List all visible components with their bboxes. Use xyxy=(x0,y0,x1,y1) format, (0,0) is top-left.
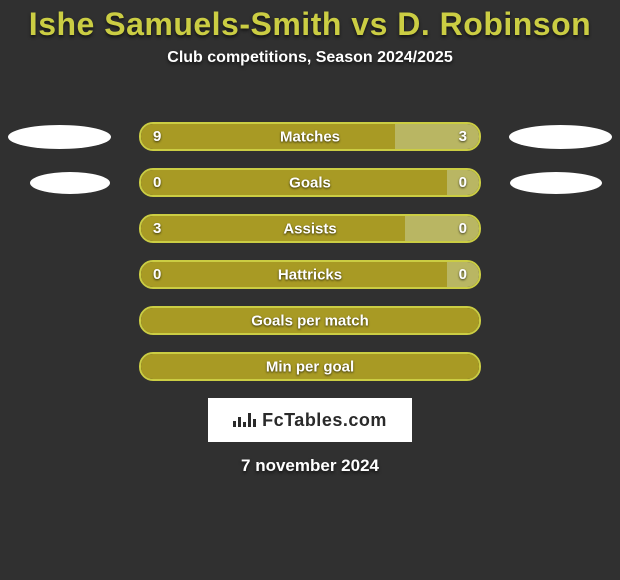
stat-value-left: 0 xyxy=(141,174,173,191)
stat-value-right: 0 xyxy=(447,266,479,283)
stat-bar-right: 0 xyxy=(405,216,479,241)
stat-row: 00Hattricks xyxy=(0,260,620,306)
stat-bar: Goals per match xyxy=(139,306,481,335)
right-player-marker xyxy=(509,125,612,149)
stat-value-right: 0 xyxy=(447,174,479,191)
stat-row: Goals per match xyxy=(0,306,620,352)
stat-bar: 00Goals xyxy=(139,168,481,197)
stat-value-right: 3 xyxy=(447,128,479,145)
date-label: 7 november 2024 xyxy=(0,456,620,476)
stat-value-left: 0 xyxy=(141,266,173,283)
stat-bar-right: 3 xyxy=(395,124,480,149)
stat-value-left: 9 xyxy=(141,128,173,145)
stat-bar-left: 0 xyxy=(141,262,447,287)
stat-bar-left: 9 xyxy=(141,124,395,149)
stat-bar-right: 0 xyxy=(447,262,479,287)
logo-text: FcTables.com xyxy=(262,410,387,431)
stat-value-right: 0 xyxy=(447,220,479,237)
comparison-rows: 93Matches00Goals30Assists00HattricksGoal… xyxy=(0,122,620,398)
page-title: Ishe Samuels-Smith vs D. Robinson xyxy=(0,0,620,43)
subtitle: Club competitions, Season 2024/2025 xyxy=(0,49,620,67)
stat-bar-left: 3 xyxy=(141,216,405,241)
stat-bar-left: 0 xyxy=(141,170,447,195)
stat-bar: Min per goal xyxy=(139,352,481,381)
stat-bar-left xyxy=(141,354,479,379)
stat-row: Min per goal xyxy=(0,352,620,398)
logo-bars-icon xyxy=(233,413,256,427)
stat-bar: 93Matches xyxy=(139,122,481,151)
right-player-marker xyxy=(510,172,602,194)
left-player-marker xyxy=(30,172,110,194)
stat-bar-left xyxy=(141,308,479,333)
stat-bar: 30Assists xyxy=(139,214,481,243)
fctables-logo: FcTables.com xyxy=(208,398,412,442)
stat-bar: 00Hattricks xyxy=(139,260,481,289)
stat-row: 30Assists xyxy=(0,214,620,260)
stat-bar-right: 0 xyxy=(447,170,479,195)
stat-value-left: 3 xyxy=(141,220,173,237)
left-player-marker xyxy=(8,125,111,149)
